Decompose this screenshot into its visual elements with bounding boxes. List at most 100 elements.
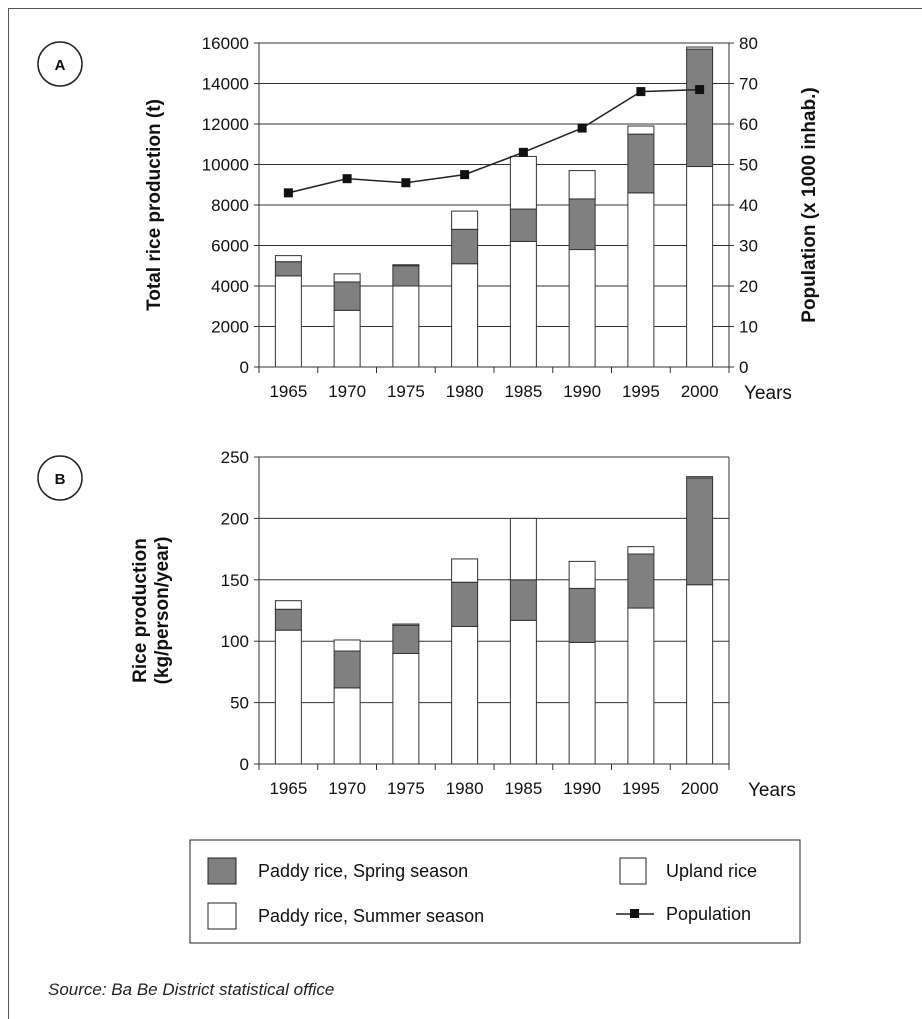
chart-b-bar-segment-2 — [451, 558, 479, 583]
chart-b-xtick-label: 1990 — [563, 779, 601, 798]
chart-b-bar-segment-0 — [627, 607, 655, 765]
panel-b-label: B — [55, 471, 66, 488]
chart-a-bar-segment-2 — [333, 273, 361, 283]
chart-a-bar-segment-1 — [686, 48, 714, 168]
chart-b-bar-segment-0 — [274, 629, 302, 765]
legend-label-upland: Upland rice — [666, 861, 757, 881]
chart-a-bar-segment-0 — [568, 249, 596, 368]
chart-a-y2tick-label: 40 — [739, 196, 758, 215]
chart-a-bar-segment-1 — [509, 208, 537, 242]
legend-label-summer: Paddy rice, Summer season — [258, 906, 484, 926]
chart-a-bar-segment-0 — [451, 263, 479, 368]
legend-swatch-spring — [207, 857, 237, 885]
chart-a-bar-segment-2 — [627, 125, 655, 135]
chart-b-bar-segment-1 — [392, 624, 420, 654]
panel-a-label: A — [55, 57, 66, 74]
chart-b-ylabel-line2: (kg/person/year) — [152, 537, 173, 685]
chart-b-bar-segment-1 — [274, 608, 302, 631]
chart-a-ytick-label: 10000 — [202, 156, 249, 175]
chart-a-ytick-label: 0 — [240, 358, 249, 377]
chart-b-xtick-label: 2000 — [681, 779, 719, 798]
legend-swatch-upland — [619, 857, 647, 885]
chart-a-bar-segment-1 — [451, 228, 479, 265]
panel-a: A 0 2000 4000 6000 8000 10000 12000 14000 16000 T… — [37, 34, 820, 404]
chart-a-ytick-label: 6000 — [211, 237, 249, 256]
chart-a-xtick-label: 1975 — [387, 382, 425, 401]
chart-a-ylabel: Total rice production (t) — [144, 99, 165, 311]
chart-a-xtick-label: 1990 — [563, 382, 601, 401]
chart-a-bar-segment-0 — [686, 166, 714, 368]
chart-b-xtick-label: 1975 — [387, 779, 425, 798]
chart-b-bar-segment-0 — [451, 625, 479, 765]
chart-b-ylabel-line1: Rice production — [130, 538, 151, 683]
chart-b-ytick-label: 150 — [221, 571, 249, 590]
chart-a-population-point — [695, 85, 705, 95]
chart-b-ytick-label: 0 — [240, 755, 249, 774]
chart-a-xtick-label: 1970 — [328, 382, 366, 401]
chart-b-bar-segment-0 — [686, 584, 714, 765]
chart-a-y2label: Population (x 1000 inhab.) — [799, 87, 820, 322]
chart-a-bar-segment-2 — [451, 210, 479, 230]
chart-a-ytick-label: 2000 — [211, 318, 249, 337]
chart-a-y2tick-label: 10 — [739, 318, 758, 337]
chart-b-bar-segment-2 — [509, 517, 537, 581]
chart-b-bar-segment-1 — [333, 650, 361, 689]
chart-b-ytick-label: 250 — [221, 448, 249, 467]
chart-a: 0 2000 4000 6000 8000 10000 12000 14000 16000 Tot… — [144, 34, 820, 404]
chart-a-y2tick-label: 0 — [739, 358, 748, 377]
chart-a-bar-segment-0 — [392, 285, 420, 368]
chart-a-bar-segment-1 — [568, 198, 596, 251]
chart-b-xlabel: Years — [748, 780, 796, 801]
chart-a-population-point — [518, 147, 528, 157]
chart-b-ytick-label: 50 — [230, 694, 249, 713]
chart-a-bar-segment-2 — [274, 255, 302, 263]
chart-a-y2tick-label: 30 — [739, 237, 758, 256]
chart-a-ytick-label: 14000 — [202, 75, 249, 94]
chart-a-bar-segment-1 — [627, 133, 655, 194]
chart-b-xtick-label: 1980 — [446, 779, 484, 798]
chart-b-xtick-label: 1985 — [504, 779, 542, 798]
chart-b-bar-segment-2 — [627, 546, 655, 555]
chart-b-bar-segment-2 — [568, 560, 596, 589]
chart-a-population-point — [401, 178, 411, 188]
chart-a-bar-segment-1 — [274, 261, 302, 277]
legend-label-spring: Paddy rice, Spring season — [258, 861, 468, 881]
chart-a-ytick-label: 4000 — [211, 277, 249, 296]
chart-b-bar-segment-1 — [568, 587, 596, 643]
legend-box — [189, 839, 801, 944]
chart-a-bar-segment-2 — [568, 170, 596, 200]
chart-a-bar-segment-2 — [392, 264, 420, 267]
panel-b: B 0 50 100 150 200 250 Rice production (kg/pers… — [37, 448, 796, 801]
chart-a-ytick-label: 16000 — [202, 34, 249, 53]
figure-frame — [8, 8, 922, 1019]
chart-a-y2tick-label: 80 — [739, 34, 758, 53]
chart-a-xtick-label: 1995 — [622, 382, 660, 401]
chart-b-bar-segment-2 — [274, 600, 302, 610]
panel-a-badge — [37, 41, 83, 87]
chart-a-population-point — [577, 123, 587, 133]
chart-a-population-point — [283, 188, 293, 198]
chart-b-xtick-label: 1970 — [328, 779, 366, 798]
chart-b-ytick-label: 200 — [221, 509, 249, 528]
chart-a-bar-segment-2 — [686, 46, 714, 50]
chart-a-population-point — [636, 87, 646, 97]
legend-label-population: Population — [666, 904, 751, 924]
chart-a-bar-segment-1 — [333, 281, 361, 311]
chart-a-xtick-label: 1980 — [446, 382, 484, 401]
legend-swatch-population-marker — [630, 909, 639, 918]
chart-a-bar-segment-1 — [392, 265, 420, 287]
chart-b-bar-segment-0 — [568, 641, 596, 765]
panel-b-badge — [37, 455, 83, 501]
chart-a-y2tick-label: 20 — [739, 277, 758, 296]
chart-a-y2tick-label: 60 — [739, 115, 758, 134]
source-note: Source: Ba Be District statistical offic… — [48, 980, 335, 999]
chart-a-ytick-label: 8000 — [211, 196, 249, 215]
chart-a-population-point — [460, 170, 470, 180]
chart-b: 0 50 100 150 200 250 Rice production (kg/person… — [130, 448, 796, 801]
chart-b-bar-segment-0 — [333, 687, 361, 765]
chart-b-bar-segment-0 — [392, 652, 420, 765]
chart-b-bar-segment-2 — [686, 476, 714, 479]
chart-a-population-point — [342, 174, 352, 184]
chart-a-xtick-label: 1965 — [269, 382, 307, 401]
